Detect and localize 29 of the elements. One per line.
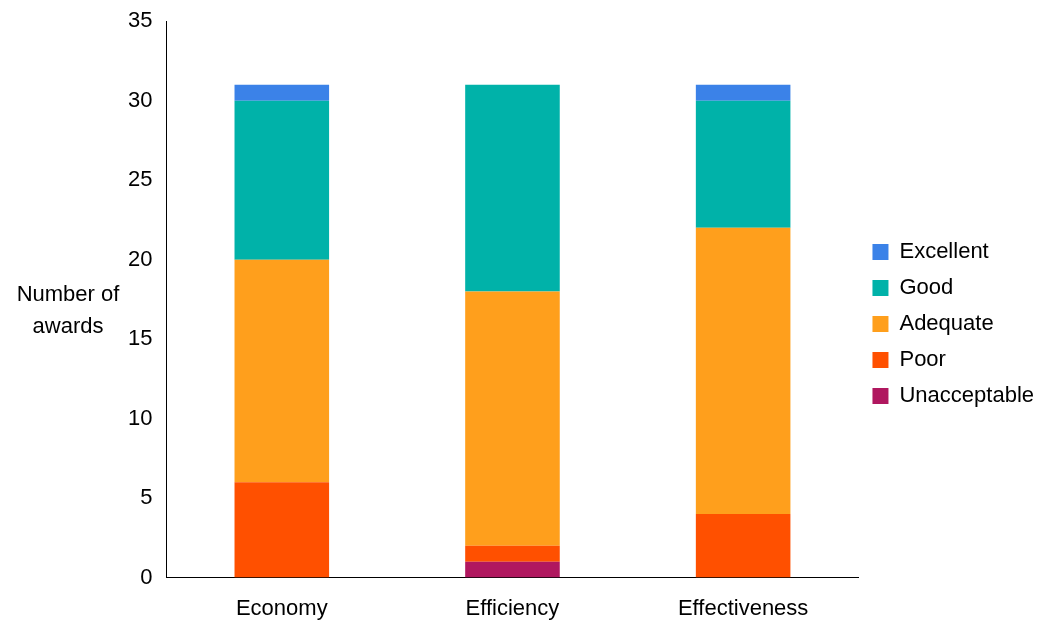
legend-label: Excellent bbox=[899, 238, 989, 264]
x-tick-label: Effectiveness bbox=[677, 594, 809, 620]
legend-label: Poor bbox=[899, 346, 946, 372]
y-tick-label: 10 bbox=[127, 404, 153, 430]
bar bbox=[234, 84, 330, 101]
y-tick-label: 0 bbox=[140, 563, 153, 589]
legend-label: Unacceptable bbox=[899, 382, 1035, 408]
bar bbox=[234, 259, 330, 483]
y-axis-title: Number of awards bbox=[15, 280, 121, 340]
bar bbox=[465, 291, 560, 546]
bar bbox=[465, 561, 560, 578]
y-tick-label: 15 bbox=[127, 325, 153, 351]
y-tick-label: 20 bbox=[127, 245, 153, 271]
y-tick-label: 5 bbox=[140, 484, 153, 510]
bar bbox=[695, 514, 791, 578]
y-tick-label: 25 bbox=[127, 166, 153, 192]
x-tick-label: Economy bbox=[235, 594, 328, 620]
bar bbox=[465, 84, 560, 292]
bar bbox=[695, 100, 791, 228]
legend-label: Adequate bbox=[899, 310, 994, 336]
bar bbox=[695, 227, 791, 515]
x-tick-label: Efficiency bbox=[465, 594, 560, 620]
bar bbox=[695, 84, 791, 101]
y-tick-label: 35 bbox=[127, 7, 153, 33]
y-tick-label: 30 bbox=[127, 86, 153, 112]
legend-label: Good bbox=[899, 274, 954, 300]
bar bbox=[465, 545, 560, 562]
bar bbox=[234, 482, 330, 578]
bar bbox=[234, 100, 330, 260]
